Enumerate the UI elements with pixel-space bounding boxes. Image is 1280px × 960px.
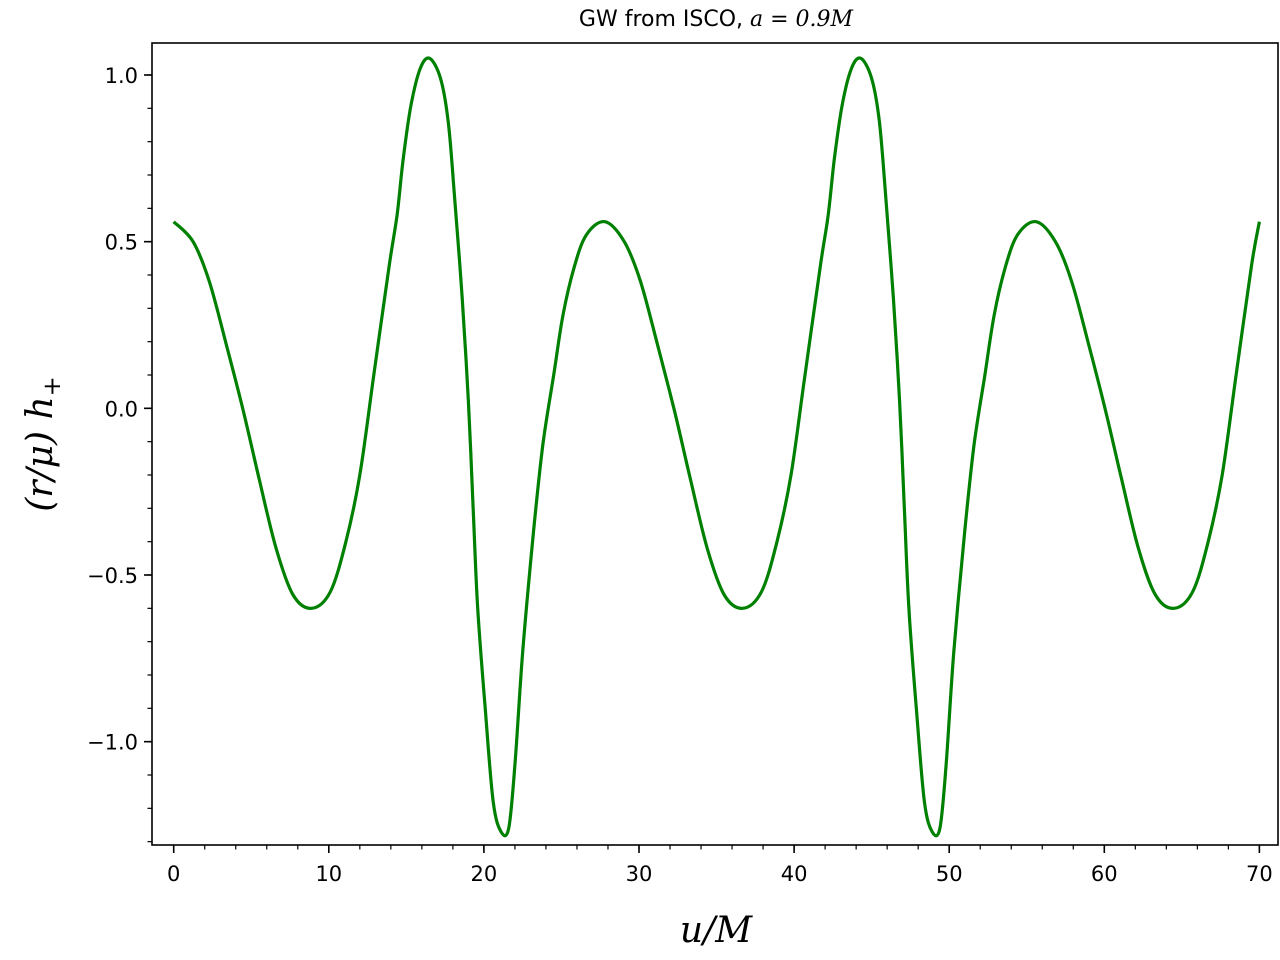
x-tick-label: 30 — [626, 862, 653, 886]
chart-title-math: a = 0.9M — [750, 7, 854, 32]
x-tick-label: 10 — [315, 862, 342, 886]
y-tick-label: −1.0 — [87, 731, 138, 755]
x-tick-label: 0 — [167, 862, 180, 886]
x-tick-label: 20 — [471, 862, 498, 886]
y-tick-label: −0.5 — [87, 564, 138, 588]
y-tick-label: 0.0 — [105, 397, 138, 421]
y-tick-label: 0.5 — [105, 231, 138, 255]
plot-frame — [151, 42, 1279, 846]
series-line — [172, 56, 1261, 838]
x-tick-label: 50 — [936, 862, 963, 886]
x-tick-label: 60 — [1091, 862, 1118, 886]
x-tick-label: 40 — [781, 862, 808, 886]
x-tick-label: 70 — [1246, 862, 1273, 886]
axis-ticks: 0 10 20 30 40 50 60 70 −1.0 −0.5 0.0 0.5 1.0 — [87, 64, 1273, 886]
y-axis-label: (r/μ) h+ — [20, 376, 66, 512]
chart-title: GW from ISCO, a = 0.9M — [579, 7, 854, 32]
y-axis-label-main: (r/μ) h — [20, 396, 61, 511]
x-axis-label: u/M — [680, 910, 753, 951]
y-tick-label: 1.0 — [105, 64, 138, 88]
chart-title-text: GW from ISCO, — [579, 7, 750, 32]
y-axis-label-sub: + — [38, 376, 66, 396]
